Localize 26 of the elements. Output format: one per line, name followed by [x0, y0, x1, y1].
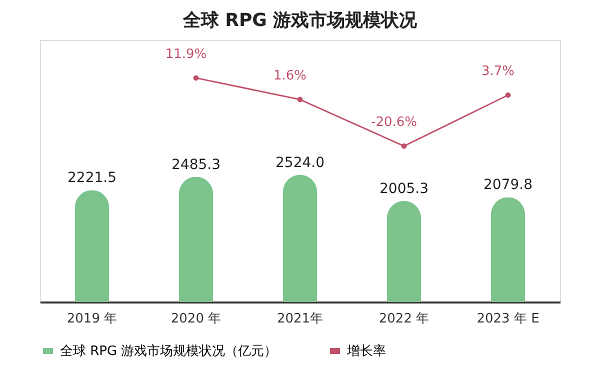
x-tick-label: 2020 年 — [170, 312, 222, 326]
chart-title: 全球 RPG 游戏市场规模状况 — [182, 10, 418, 31]
data-label: 2221.5 — [68, 170, 116, 186]
bar — [283, 174, 317, 302]
point — [505, 92, 511, 98]
point — [401, 143, 407, 149]
x-tick-label: 2019 年 — [66, 312, 118, 326]
bar — [491, 197, 525, 302]
data-label: 2005.3 — [380, 180, 428, 197]
x-tick-label: 2023 年 E — [476, 312, 540, 326]
legend-label: 全球 RPG 游戏市场规模状况（亿元） — [60, 344, 278, 359]
data-label: 1.6% — [273, 68, 307, 84]
data-label: 11.9% — [165, 46, 207, 62]
data-label: -20.6% — [371, 115, 417, 130]
point — [193, 75, 199, 81]
data-label: 2079.8 — [484, 177, 532, 194]
x-tick-label: 2022 年 — [378, 312, 430, 326]
bar — [387, 200, 421, 302]
data-label: 3.7% — [481, 64, 515, 80]
data-label: 2485.3 — [172, 156, 220, 173]
legend-label: 增长率 — [346, 343, 386, 359]
bar — [179, 176, 213, 302]
x-tick-label: 2021年 — [276, 312, 324, 326]
point — [297, 96, 303, 102]
bar — [75, 190, 109, 302]
data-label: 2524.0 — [276, 154, 324, 171]
